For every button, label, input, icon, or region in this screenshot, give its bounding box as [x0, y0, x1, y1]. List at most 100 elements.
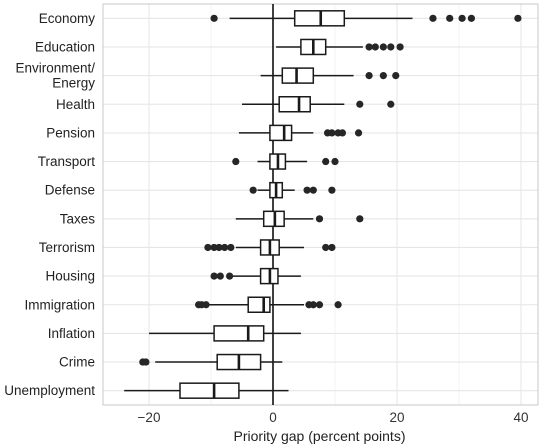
boxplot-inflation [149, 325, 301, 342]
category-label: Transport [38, 154, 96, 169]
category-label-line: Economy [39, 11, 96, 26]
outlier-point [354, 129, 363, 137]
outlier-point [204, 243, 212, 252]
outlier-point [315, 301, 324, 309]
x-tick-label: 0 [269, 410, 277, 425]
outlier-point [387, 100, 395, 108]
outlier-point [334, 301, 342, 309]
category-label: Environment/Energy [15, 61, 95, 91]
outlier-point [309, 186, 317, 194]
outlier-point [446, 14, 454, 22]
x-tick-label: 20 [389, 410, 404, 425]
boxplot-immigration [195, 296, 342, 313]
outlier-point [396, 43, 404, 51]
outlier-point [338, 129, 347, 137]
outlier-point [365, 43, 373, 51]
outlier-point [328, 186, 336, 194]
outlier-point [215, 243, 223, 252]
outlier-point [467, 14, 475, 22]
outlier-point [227, 243, 235, 252]
category-label-line: Transport [38, 154, 96, 169]
boxplot-education [276, 38, 404, 56]
plot-panel-border [102, 3, 539, 406]
category-label-line: Taxes [60, 211, 96, 226]
category-label-line: Housing [45, 269, 95, 284]
boxplot-pension [238, 124, 363, 142]
category-label-line: Terrorism [39, 240, 95, 255]
category-label-line: Environment/ [15, 61, 95, 76]
x-tick-label: −20 [138, 410, 161, 425]
x-axis-title: Priority gap (percent points) [234, 428, 406, 444]
iqr-box [269, 124, 293, 142]
outlier-point [226, 272, 234, 280]
category-label: Terrorism [39, 240, 95, 255]
category-label: Taxes [60, 211, 96, 226]
outlier-point [331, 157, 339, 166]
category-label: Immigration [24, 297, 95, 312]
boxplot-environment-energy [260, 67, 400, 84]
outlier-point [216, 272, 224, 280]
category-label-line: Crime [59, 355, 95, 370]
outlier-point [356, 100, 364, 108]
outlier-point [232, 157, 240, 166]
category-label: Crime [59, 355, 95, 370]
boxplot-taxes [235, 210, 364, 228]
outlier-point [458, 14, 466, 22]
category-label-line: Inflation [48, 326, 95, 341]
category-label-line: Energy [52, 76, 95, 91]
x-tick-labels: −20 0 20 40 [138, 410, 529, 425]
outlier-point [202, 301, 210, 309]
boxplot-marks [124, 4, 522, 405]
outlier-point [379, 72, 387, 80]
outlier-point [322, 157, 330, 166]
outlier-point [429, 14, 437, 22]
outlier-point [309, 301, 317, 309]
category-label: Defense [45, 183, 95, 198]
outlier-point [514, 14, 522, 22]
category-label: Pension [46, 125, 95, 140]
boxplot-transport [232, 153, 339, 170]
outlier-point [210, 272, 218, 280]
boxplot-terrorism [204, 239, 336, 256]
grid [103, 4, 538, 405]
category-label-line: Unemployment [4, 383, 95, 398]
iqr-box [247, 296, 271, 313]
category-label: Economy [39, 11, 96, 26]
iqr-box [278, 96, 311, 113]
outlier-point [210, 243, 218, 252]
outlier-point [210, 14, 218, 22]
outlier-point [221, 243, 229, 252]
outlier-point [387, 43, 395, 51]
category-label: Inflation [48, 326, 95, 341]
y-category-labels: Economy Education Environment/Energy Health… [4, 11, 95, 398]
outlier-point [328, 129, 336, 137]
boxplot-defense [249, 181, 336, 199]
outlier-point [249, 186, 257, 194]
category-label-line: Immigration [24, 297, 95, 312]
outlier-point [328, 243, 336, 252]
category-label-line: Defense [45, 183, 95, 198]
category-label: Education [35, 39, 95, 54]
outlier-point [303, 186, 311, 194]
outlier-point [365, 72, 373, 80]
outlier-point [356, 215, 364, 223]
iqr-box [179, 382, 240, 399]
boxplot-housing [210, 267, 301, 285]
boxplot-crime [139, 353, 283, 371]
category-label: Housing [45, 269, 95, 284]
category-label: Unemployment [4, 383, 95, 398]
category-label-line: Health [56, 97, 95, 112]
boxplot-health [242, 96, 395, 113]
category-label-line: Pension [46, 125, 95, 140]
outlier-point [379, 43, 387, 51]
outlier-point [371, 43, 379, 51]
outlier-point [322, 243, 330, 252]
outlier-point [315, 215, 324, 223]
x-tick-label: 40 [513, 410, 528, 425]
boxplot-economy [210, 10, 522, 27]
category-label-line: Education [35, 39, 95, 54]
category-label: Health [56, 97, 95, 112]
iqr-box [213, 325, 265, 342]
outlier-point [142, 358, 150, 366]
